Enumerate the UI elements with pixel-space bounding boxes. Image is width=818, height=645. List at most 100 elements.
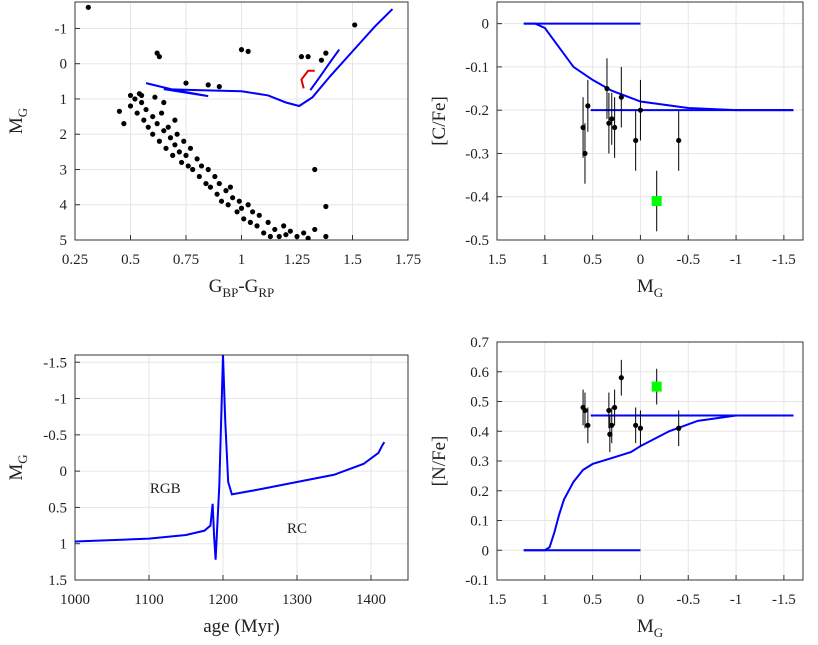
point <box>247 219 253 225</box>
y-tick-label: 0.4 <box>470 424 489 440</box>
point <box>245 48 251 54</box>
y-axis-label: [N/Fe] <box>429 436 450 487</box>
x-tick-label: -0.5 <box>676 592 700 608</box>
y-tick-label: -1 <box>55 392 68 408</box>
x-tick-label: 1100 <box>134 592 163 608</box>
y-tick-label: 0 <box>482 543 490 559</box>
y-tick-label: 1 <box>60 537 68 553</box>
point <box>183 80 189 86</box>
x-tick-label: 1.5 <box>488 252 507 268</box>
plot-area <box>75 355 408 580</box>
x-tick-label: 1.5 <box>488 592 507 608</box>
point <box>281 223 287 229</box>
point <box>287 228 293 234</box>
point <box>205 166 211 173</box>
point <box>156 54 162 60</box>
point <box>606 120 612 126</box>
label-part: age (Myr) <box>203 616 280 637</box>
point <box>633 137 639 144</box>
point <box>305 235 311 240</box>
point <box>265 219 271 225</box>
y-tick-label: 3 <box>60 162 68 178</box>
x-tick-label: 0.25 <box>62 252 88 268</box>
y-axis-label: [C/Fe] <box>429 96 450 146</box>
label-part: M <box>637 616 654 637</box>
point <box>207 184 214 190</box>
y-tick-label: -0.2 <box>465 103 489 119</box>
y-tick-label: -1 <box>55 21 68 37</box>
point <box>139 99 145 106</box>
point <box>238 205 245 211</box>
point <box>145 124 151 130</box>
point <box>216 180 222 187</box>
subscript: RP <box>258 285 274 300</box>
subscript: G <box>15 108 30 117</box>
y-tick-label: -0.3 <box>465 146 489 162</box>
annotation: RC <box>287 521 307 537</box>
plot-frame <box>74 354 409 581</box>
point <box>261 230 267 236</box>
x-tick-label: 1300 <box>282 592 312 608</box>
curve <box>75 355 386 560</box>
point <box>152 94 158 100</box>
point <box>352 22 358 28</box>
y-tick-label: -0.1 <box>465 573 489 589</box>
square-point <box>651 381 662 392</box>
x-tick-label: 1000 <box>60 592 90 608</box>
y-tick-label: 0.6 <box>470 365 489 381</box>
y-axis-label: MG <box>6 454 30 480</box>
point <box>139 92 145 99</box>
point <box>612 124 618 131</box>
point <box>174 131 180 137</box>
y-tick-label: -0.4 <box>465 190 489 206</box>
x-tick-label: 0.5 <box>121 252 140 268</box>
point <box>163 145 169 151</box>
label-part: -G <box>238 276 258 297</box>
point <box>116 108 122 114</box>
curve <box>309 49 340 91</box>
x-tick-label: -0.5 <box>676 252 700 268</box>
curve <box>145 8 394 108</box>
point <box>156 138 162 144</box>
point <box>150 131 156 137</box>
point <box>294 233 300 240</box>
x-axis-label: age (Myr) <box>203 616 280 637</box>
point <box>185 163 191 169</box>
point <box>172 142 178 148</box>
x-tick-label: 0.5 <box>583 252 602 268</box>
point <box>165 124 171 130</box>
label-part: M <box>637 276 654 297</box>
point <box>301 230 307 236</box>
point <box>676 425 682 431</box>
point <box>141 117 147 123</box>
x-axis-label: MG <box>637 276 663 300</box>
point <box>121 121 127 127</box>
point <box>167 135 174 141</box>
point <box>323 50 329 56</box>
panel: 1.5 1 0.5 0 -0.5 -1 -1.5 -0.1 0 0.1 0.2 0.3 0.4 0.5 0.… <box>429 335 804 640</box>
point <box>238 47 245 53</box>
subscript: BP <box>222 285 238 300</box>
point <box>585 103 591 109</box>
curve <box>523 414 794 552</box>
point <box>637 425 644 431</box>
point <box>276 233 282 240</box>
subscript: G <box>15 454 30 463</box>
point <box>190 166 196 173</box>
point <box>585 422 591 428</box>
point <box>225 202 231 208</box>
marks <box>523 359 794 552</box>
point <box>312 226 318 233</box>
point <box>298 54 305 60</box>
panel: 1000 1100 1200 1300 1400 1.5 1 0.5 0 -0.5 -1 -1.5 ag… <box>6 354 409 637</box>
point <box>256 212 262 218</box>
y-tick-label: 1 <box>60 92 68 108</box>
x-tick-label: 1.5 <box>343 252 362 268</box>
plot-frame <box>496 1 804 241</box>
y-tick-label: 0.2 <box>470 484 489 500</box>
point <box>312 166 318 173</box>
point <box>323 233 329 240</box>
point <box>127 103 134 109</box>
point <box>318 57 325 63</box>
